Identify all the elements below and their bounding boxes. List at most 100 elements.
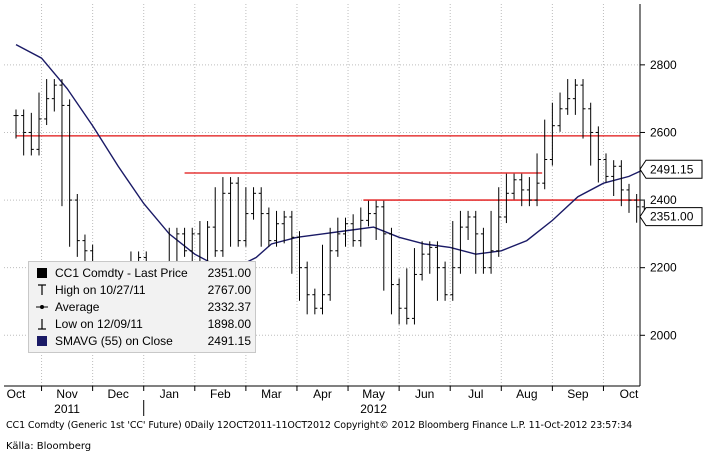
- x-tick-label: Sep: [567, 387, 589, 401]
- year-label: 2012: [360, 402, 387, 416]
- legend-label: Average: [55, 300, 100, 314]
- legend-value: 2332.37: [207, 300, 251, 314]
- price-bar: [297, 231, 303, 301]
- price-bar: [289, 210, 295, 274]
- price-bar: [36, 92, 42, 156]
- sma-polyline: [15, 43, 645, 269]
- x-tick-label: Feb: [210, 387, 231, 401]
- chart-footer: CC1 Comdty (Generic 1st 'CC' Future) 0Da…: [6, 420, 633, 431]
- y-tick-label: 2800: [650, 58, 677, 72]
- price-bar: [588, 102, 594, 166]
- price-bar: [457, 210, 463, 274]
- price-bar: [304, 261, 310, 315]
- price-bar: [44, 79, 50, 126]
- average-marker-icon: [36, 305, 48, 309]
- price-bar: [626, 183, 632, 213]
- price-bar: [542, 119, 548, 190]
- y-tick-label: 2000: [650, 328, 677, 342]
- x-tick-label: May: [362, 387, 385, 401]
- price-bar: [618, 160, 624, 207]
- price-bar: [473, 210, 479, 274]
- price-bar: [549, 102, 555, 166]
- price-bar: [320, 244, 325, 315]
- legend-label: CC1 Comdty - Last Price: [55, 266, 188, 280]
- price-bar: [526, 177, 532, 207]
- legend-row-average: Average 2332.37: [29, 299, 255, 315]
- price-label-box: [639, 207, 703, 227]
- price-bar: [611, 160, 617, 197]
- price-bar: [67, 99, 73, 247]
- price-bar: [396, 278, 402, 325]
- price-bar: [228, 177, 234, 247]
- price-bar: [274, 210, 280, 247]
- price-bar: [480, 227, 486, 274]
- x-tick-label: Nov: [56, 387, 77, 401]
- sma-value-label: 2491.15: [639, 159, 703, 179]
- legend-value: 2491.15: [207, 334, 251, 348]
- price-bar: [312, 288, 318, 315]
- price-bar: [404, 268, 410, 325]
- price-bar: [350, 214, 356, 247]
- legend-row-sma: SMAVG (55) on Close 2491.15: [29, 333, 255, 349]
- price-bar: [595, 126, 601, 183]
- x-tick-labels: Oct Nov Dec Jan Feb Mar Apr May Jun Jul Aug Sep Oct 2…: [7, 387, 639, 416]
- legend-symbol-filled-square: [37, 268, 47, 278]
- price-bar: [634, 193, 640, 223]
- price-bar: [28, 112, 34, 156]
- price-bar: [182, 227, 188, 257]
- price-labels: 2491.15 2351.00: [639, 159, 703, 227]
- price-bar: [557, 92, 563, 132]
- price-bar: [496, 187, 502, 257]
- y-tick-label: 2200: [650, 261, 677, 275]
- price-bar: [342, 217, 348, 247]
- price-bar: [51, 79, 57, 112]
- price-bar: [411, 248, 417, 325]
- legend-row-last-price: CC1 Comdty - Last Price 2351.00: [29, 265, 255, 281]
- y-tick-labels: 2000 2200 2400 2600 2800: [650, 58, 677, 342]
- year-label: 2011: [54, 402, 80, 416]
- price-bar: [251, 187, 257, 220]
- price-bar: [365, 200, 371, 227]
- sma-line: [15, 43, 645, 269]
- high-marker-icon: [38, 284, 46, 295]
- price-bar: [243, 187, 249, 247]
- price-bar: [235, 177, 241, 247]
- price-label-box: [639, 159, 703, 179]
- legend-value: 2767.00: [207, 283, 251, 297]
- price-bar: [381, 200, 387, 291]
- price-bar: [572, 79, 578, 115]
- price-bar: [434, 241, 440, 301]
- price-bar: [266, 207, 272, 247]
- price-bar: [511, 173, 517, 200]
- price-bar: [59, 79, 65, 207]
- price-bar: [358, 207, 364, 247]
- price-chart: Oct Nov Dec Jan Feb Mar Apr May Jun Jul Aug Sep Oct 2…: [4, 4, 703, 416]
- price-bar: [335, 217, 341, 257]
- legend-label: Low on 12/09/11: [55, 317, 143, 331]
- price-bar: [327, 227, 333, 301]
- low-marker-icon: [38, 319, 46, 330]
- source-note: Källa: Bloomberg: [6, 441, 92, 452]
- legend-label: SMAVG (55) on Close: [55, 334, 173, 348]
- price-bar: [281, 210, 287, 244]
- legend-symbol-navy-square: [37, 336, 47, 346]
- price-bar: [258, 187, 264, 247]
- legend-value: 2351.00: [207, 266, 251, 280]
- price-bar: [488, 210, 494, 274]
- x-tick-label: Jan: [160, 387, 179, 401]
- price-bar: [519, 173, 525, 207]
- x-tick-label: Jun: [415, 387, 434, 401]
- price-label-text: 2491.15: [650, 162, 694, 176]
- price-bar: [13, 109, 19, 139]
- x-tick-label: Mar: [261, 387, 282, 401]
- price-bar: [220, 177, 226, 257]
- resistance-lines: [16, 135, 640, 201]
- price-label-text: 2351.00: [650, 210, 694, 224]
- price-bar: [388, 227, 394, 315]
- y-tick-label: 2600: [650, 125, 677, 139]
- price-bar: [465, 210, 471, 240]
- x-tick-label: Oct: [7, 387, 26, 401]
- price-bar: [21, 109, 27, 156]
- legend-label: High on 10/27/11: [55, 283, 146, 297]
- price-bar: [534, 153, 540, 207]
